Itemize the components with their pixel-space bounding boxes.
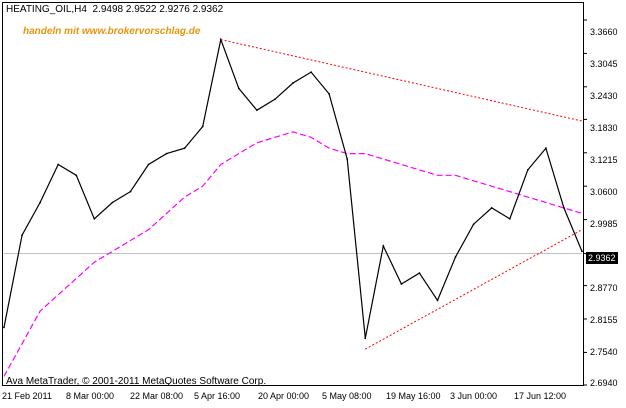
symbol-header: HEATING_OIL,H4 2.9498 2.9522 2.9276 2.93…: [6, 4, 224, 15]
price-label: 3.1215: [590, 155, 618, 165]
price-point: [346, 158, 349, 160]
price-label: 2.9985: [590, 219, 618, 229]
price-label: 3.2430: [590, 91, 618, 101]
price-point: [201, 125, 204, 128]
price-point: [255, 109, 258, 112]
price-point: [436, 299, 439, 302]
time-label: 20 Apr 00:00: [258, 391, 310, 401]
price-label: 3.1830: [590, 123, 618, 133]
price-point: [237, 87, 240, 90]
time-label: 21 Feb 2011: [2, 391, 52, 401]
price-label: 2.6940: [590, 378, 618, 388]
current-price-badge: 2.9362: [586, 252, 618, 264]
time-label: 5 May 08:00: [322, 391, 372, 401]
price-point: [364, 337, 367, 340]
price-point: [328, 92, 331, 95]
price-point: [75, 174, 78, 177]
price-point: [508, 217, 511, 220]
promo-text: handeln mit www.brokervorschlag.de: [23, 26, 201, 37]
price-label: 3.3660: [590, 27, 618, 37]
price-point: [165, 152, 168, 155]
price-line: [3, 37, 583, 339]
time-label: 22 Mar 08:00: [130, 391, 184, 401]
price-point: [3, 326, 5, 329]
price-label: 3.3045: [590, 59, 618, 69]
lower-trendline: [365, 229, 583, 350]
price-point: [490, 207, 493, 209]
price-point: [526, 169, 529, 171]
copyright-text: Ava MetaTrader, © 2001-2011 MetaQuotes S…: [6, 376, 267, 387]
price-point: [563, 207, 565, 209]
time-label: 19 May 16:00: [386, 391, 441, 401]
price-point: [21, 234, 23, 236]
time-label: 3 Jun 00:00: [450, 391, 498, 401]
time-label: 8 Mar 00:00: [66, 391, 115, 401]
time-label: 17 Jun 12:00: [514, 391, 567, 401]
price-point: [93, 217, 96, 220]
time-label: 5 Apr 16:00: [194, 391, 241, 401]
price-point: [129, 190, 132, 193]
price-label: 2.8770: [590, 283, 618, 293]
price-point: [147, 163, 150, 166]
price-point: [39, 201, 42, 204]
moving-average-line: [3, 131, 583, 377]
price-point: [292, 82, 294, 84]
price-point: [418, 272, 421, 275]
price-point: [454, 255, 457, 258]
price-point: [111, 201, 114, 204]
price-point: [183, 147, 186, 150]
price-label: 3.0600: [590, 187, 618, 197]
price-point: [544, 147, 547, 150]
price-label: 2.8155: [590, 315, 618, 325]
price-point: [472, 223, 475, 226]
plot-area[interactable]: [2, 2, 584, 386]
price-point: [382, 245, 385, 247]
price-label: 2.7540: [590, 347, 618, 357]
price-point: [57, 163, 60, 166]
price-point: [310, 71, 312, 74]
price-point: [274, 98, 276, 101]
price-point: [581, 250, 583, 253]
price-point: [400, 283, 403, 285]
upper-trendline: [220, 39, 583, 122]
